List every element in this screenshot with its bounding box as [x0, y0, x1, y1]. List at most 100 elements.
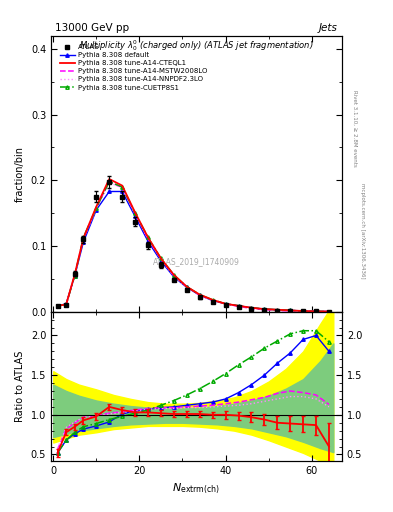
Pythia 8.308 tune-A14-CTEQL1 [249, 305, 254, 311]
X-axis label: $N_{\mathrm{extrm(ch)}}$: $N_{\mathrm{extrm(ch)}}$ [173, 481, 220, 496]
Pythia 8.308 tune-CUETP8S1 [197, 291, 202, 297]
Pythia 8.308 tune-CUETP8S1 [55, 303, 60, 309]
Pythia 8.308 tune-A14-NNPDF2.3LO [120, 185, 125, 191]
Pythia 8.308 tune-A14-MSTW2008LO [159, 256, 163, 262]
Pythia 8.308 tune-A14-CTEQL1 [314, 308, 318, 314]
Pythia 8.308 tune-CUETP8S1 [64, 302, 68, 308]
Pythia 8.308 tune-A14-MSTW2008LO [72, 272, 77, 278]
Pythia 8.308 tune-A14-NNPDF2.3LO [210, 297, 215, 304]
Text: Multiplicity $\lambda_0^0$ (charged only) (ATLAS jet fragmentation): Multiplicity $\lambda_0^0$ (charged only… [79, 38, 314, 53]
Line: Pythia 8.308 default: Pythia 8.308 default [56, 190, 331, 313]
Text: Rivet 3.1.10, ≥ 2.8M events: Rivet 3.1.10, ≥ 2.8M events [352, 90, 357, 166]
Pythia 8.308 tune-CUETP8S1 [223, 301, 228, 307]
Pythia 8.308 default [288, 307, 292, 313]
Pythia 8.308 tune-A14-NNPDF2.3LO [107, 179, 112, 185]
Pythia 8.308 tune-CUETP8S1 [81, 234, 86, 241]
Pythia 8.308 default [120, 188, 125, 195]
Pythia 8.308 tune-A14-NNPDF2.3LO [275, 307, 280, 313]
Pythia 8.308 default [327, 309, 331, 315]
Pythia 8.308 tune-CUETP8S1 [171, 272, 176, 278]
Pythia 8.308 tune-CUETP8S1 [159, 255, 163, 262]
Pythia 8.308 tune-A14-NNPDF2.3LO [184, 284, 189, 290]
Pythia 8.308 tune-A14-NNPDF2.3LO [262, 307, 267, 313]
Line: Pythia 8.308 tune-A14-NNPDF2.3LO: Pythia 8.308 tune-A14-NNPDF2.3LO [57, 182, 329, 312]
Pythia 8.308 default [236, 303, 241, 309]
Pythia 8.308 tune-CUETP8S1 [94, 205, 99, 211]
Pythia 8.308 default [262, 306, 267, 312]
Pythia 8.308 default [249, 305, 254, 311]
Pythia 8.308 default [197, 292, 202, 298]
Pythia 8.308 tune-A14-CTEQL1 [288, 307, 292, 313]
Pythia 8.308 tune-A14-CTEQL1 [64, 302, 68, 308]
Pythia 8.308 default [159, 258, 163, 264]
Line: Pythia 8.308 tune-CUETP8S1: Pythia 8.308 tune-CUETP8S1 [56, 180, 331, 313]
Pythia 8.308 tune-A14-MSTW2008LO [210, 297, 215, 304]
Pythia 8.308 tune-A14-NNPDF2.3LO [146, 236, 151, 242]
Pythia 8.308 tune-CUETP8S1 [249, 305, 254, 311]
Pythia 8.308 tune-A14-NNPDF2.3LO [159, 256, 163, 262]
Pythia 8.308 tune-A14-NNPDF2.3LO [133, 211, 138, 217]
Pythia 8.308 tune-A14-MSTW2008LO [275, 307, 280, 313]
Pythia 8.308 tune-A14-MSTW2008LO [223, 301, 228, 307]
Pythia 8.308 tune-A14-CTEQL1 [159, 255, 163, 262]
Pythia 8.308 tune-A14-CTEQL1 [184, 284, 189, 290]
Pythia 8.308 default [55, 303, 60, 309]
Pythia 8.308 tune-A14-CTEQL1 [120, 182, 125, 188]
Text: ATLAS_2019_I1740909: ATLAS_2019_I1740909 [153, 258, 240, 267]
Pythia 8.308 tune-CUETP8S1 [107, 179, 112, 185]
Pythia 8.308 tune-CUETP8S1 [236, 303, 241, 309]
Pythia 8.308 tune-A14-MSTW2008LO [301, 308, 305, 314]
Pythia 8.308 tune-A14-NNPDF2.3LO [249, 305, 254, 311]
Pythia 8.308 tune-A14-MSTW2008LO [197, 292, 202, 298]
Pythia 8.308 tune-A14-CTEQL1 [146, 234, 151, 241]
Pythia 8.308 tune-A14-NNPDF2.3LO [301, 308, 305, 314]
Pythia 8.308 tune-CUETP8S1 [314, 308, 318, 314]
Text: mcplots.cern.ch [arXiv:1306.3436]: mcplots.cern.ch [arXiv:1306.3436] [360, 183, 365, 278]
Pythia 8.308 tune-A14-MSTW2008LO [184, 284, 189, 290]
Pythia 8.308 default [146, 239, 151, 245]
Pythia 8.308 tune-CUETP8S1 [301, 308, 305, 314]
Pythia 8.308 tune-CUETP8S1 [120, 184, 125, 190]
Pythia 8.308 tune-A14-CTEQL1 [275, 307, 280, 313]
Text: Jets: Jets [319, 23, 338, 33]
Pythia 8.308 tune-A14-NNPDF2.3LO [223, 301, 228, 307]
Pythia 8.308 tune-A14-CTEQL1 [327, 309, 331, 315]
Pythia 8.308 tune-A14-MSTW2008LO [107, 179, 112, 185]
Pythia 8.308 tune-CUETP8S1 [288, 307, 292, 313]
Pythia 8.308 tune-A14-NNPDF2.3LO [55, 303, 60, 309]
Pythia 8.308 tune-A14-NNPDF2.3LO [81, 236, 86, 242]
Pythia 8.308 default [210, 297, 215, 304]
Pythia 8.308 tune-A14-NNPDF2.3LO [288, 308, 292, 314]
Pythia 8.308 tune-A14-CTEQL1 [262, 306, 267, 312]
Pythia 8.308 default [275, 307, 280, 313]
Pythia 8.308 tune-A14-CTEQL1 [171, 272, 176, 278]
Pythia 8.308 tune-A14-MSTW2008LO [288, 308, 292, 314]
Pythia 8.308 tune-A14-NNPDF2.3LO [327, 309, 331, 315]
Pythia 8.308 tune-A14-MSTW2008LO [64, 302, 68, 308]
Pythia 8.308 default [81, 239, 86, 245]
Pythia 8.308 default [314, 308, 318, 314]
Y-axis label: fraction/bin: fraction/bin [15, 146, 25, 202]
Pythia 8.308 tune-A14-MSTW2008LO [327, 309, 331, 315]
Pythia 8.308 default [223, 301, 228, 307]
Y-axis label: Ratio to ATLAS: Ratio to ATLAS [15, 351, 25, 422]
Pythia 8.308 tune-A14-CTEQL1 [223, 301, 228, 307]
Pythia 8.308 tune-CUETP8S1 [327, 309, 331, 315]
Pythia 8.308 tune-A14-MSTW2008LO [81, 236, 86, 242]
Pythia 8.308 tune-CUETP8S1 [72, 272, 77, 279]
Pythia 8.308 default [171, 274, 176, 280]
Pythia 8.308 tune-CUETP8S1 [133, 210, 138, 216]
Pythia 8.308 tune-A14-MSTW2008LO [120, 184, 125, 190]
Pythia 8.308 default [184, 284, 189, 290]
Pythia 8.308 tune-A14-CTEQL1 [72, 271, 77, 278]
Pythia 8.308 tune-A14-MSTW2008LO [171, 272, 176, 279]
Pythia 8.308 tune-A14-CTEQL1 [133, 209, 138, 216]
Legend: ATLAS, Pythia 8.308 default, Pythia 8.308 tune-A14-CTEQL1, Pythia 8.308 tune-A14: ATLAS, Pythia 8.308 default, Pythia 8.30… [57, 42, 209, 93]
Pythia 8.308 tune-CUETP8S1 [262, 306, 267, 312]
Pythia 8.308 tune-A14-CTEQL1 [236, 303, 241, 309]
Pythia 8.308 tune-A14-MSTW2008LO [133, 211, 138, 217]
Pythia 8.308 tune-A14-CTEQL1 [197, 291, 202, 297]
Pythia 8.308 tune-A14-NNPDF2.3LO [94, 205, 99, 211]
Pythia 8.308 tune-A14-NNPDF2.3LO [72, 272, 77, 278]
Pythia 8.308 tune-A14-MSTW2008LO [94, 205, 99, 211]
